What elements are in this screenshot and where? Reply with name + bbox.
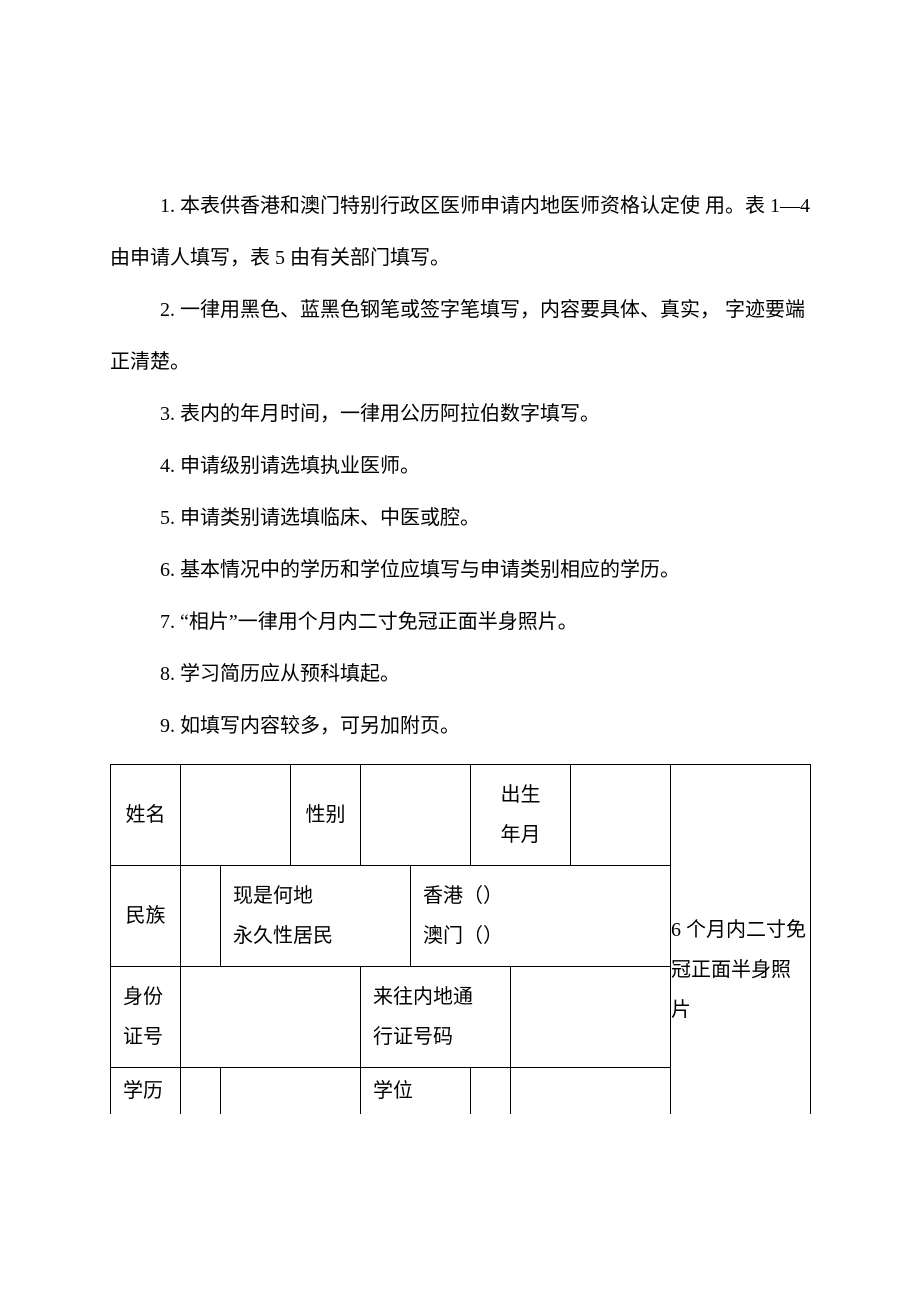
name-value[interactable] <box>181 765 291 866</box>
instructions-block: 1. 本表供香港和澳门特别行政区医师申请内地医师资格认定使 用。表 1—4 由申… <box>110 180 810 752</box>
id-label: 身份 证号 <box>111 967 181 1068</box>
document-page: 1. 本表供香港和澳门特别行政区医师申请内地医师资格认定使 用。表 1—4 由申… <box>0 0 920 1174</box>
note-9: 9. 如填写内容较多，可另加附页。 <box>110 700 810 752</box>
id-value[interactable] <box>181 967 361 1068</box>
residence-value[interactable]: 香港（） 澳门（） <box>411 866 671 967</box>
gender-value[interactable] <box>361 765 471 866</box>
degree-label: 学位 <box>361 1068 471 1115</box>
name-label: 姓名 <box>111 765 181 866</box>
birth-label: 出生 年月 <box>471 765 571 866</box>
photo-box: 6 个月内二寸免冠正面半身照片 <box>671 765 811 1115</box>
gender-label: 性别 <box>291 765 361 866</box>
education-value-2[interactable] <box>221 1068 361 1115</box>
ethnicity-label: 民族 <box>111 866 181 967</box>
residence-label: 现是何地 永久性居民 <box>221 866 411 967</box>
education-value-1[interactable] <box>181 1068 221 1115</box>
note-7: 7. “相片”一律用个月内二寸免冠正面半身照片。 <box>110 596 810 648</box>
education-label: 学历 <box>111 1068 181 1115</box>
permit-value[interactable] <box>511 967 671 1068</box>
note-4: 4. 申请级别请选填执业医师。 <box>110 440 810 492</box>
birth-value[interactable] <box>571 765 671 866</box>
degree-value-2[interactable] <box>511 1068 671 1115</box>
table-row: 姓名 性别 出生 年月 6 个月内二寸免冠正面半身照片 <box>111 765 811 866</box>
degree-value-1[interactable] <box>471 1068 511 1115</box>
note-1: 1. 本表供香港和澳门特别行政区医师申请内地医师资格认定使 用。表 1—4 由申… <box>110 180 810 284</box>
permit-label: 来往内地通 行证号码 <box>361 967 511 1068</box>
ethnicity-value[interactable] <box>181 866 221 967</box>
note-5: 5. 申请类别请选填临床、中医或腔。 <box>110 492 810 544</box>
note-8: 8. 学习简历应从预科填起。 <box>110 648 810 700</box>
note-6: 6. 基本情况中的学历和学位应填写与申请类别相应的学历。 <box>110 544 810 596</box>
note-2: 2. 一律用黑色、蓝黑色钢笔或签字笔填写，内容要具体、真实， 字迹要端正清楚。 <box>110 284 810 388</box>
form-table: 姓名 性别 出生 年月 6 个月内二寸免冠正面半身照片 <box>110 764 811 1114</box>
note-3: 3. 表内的年月时间，一律用公历阿拉伯数字填写。 <box>110 388 810 440</box>
